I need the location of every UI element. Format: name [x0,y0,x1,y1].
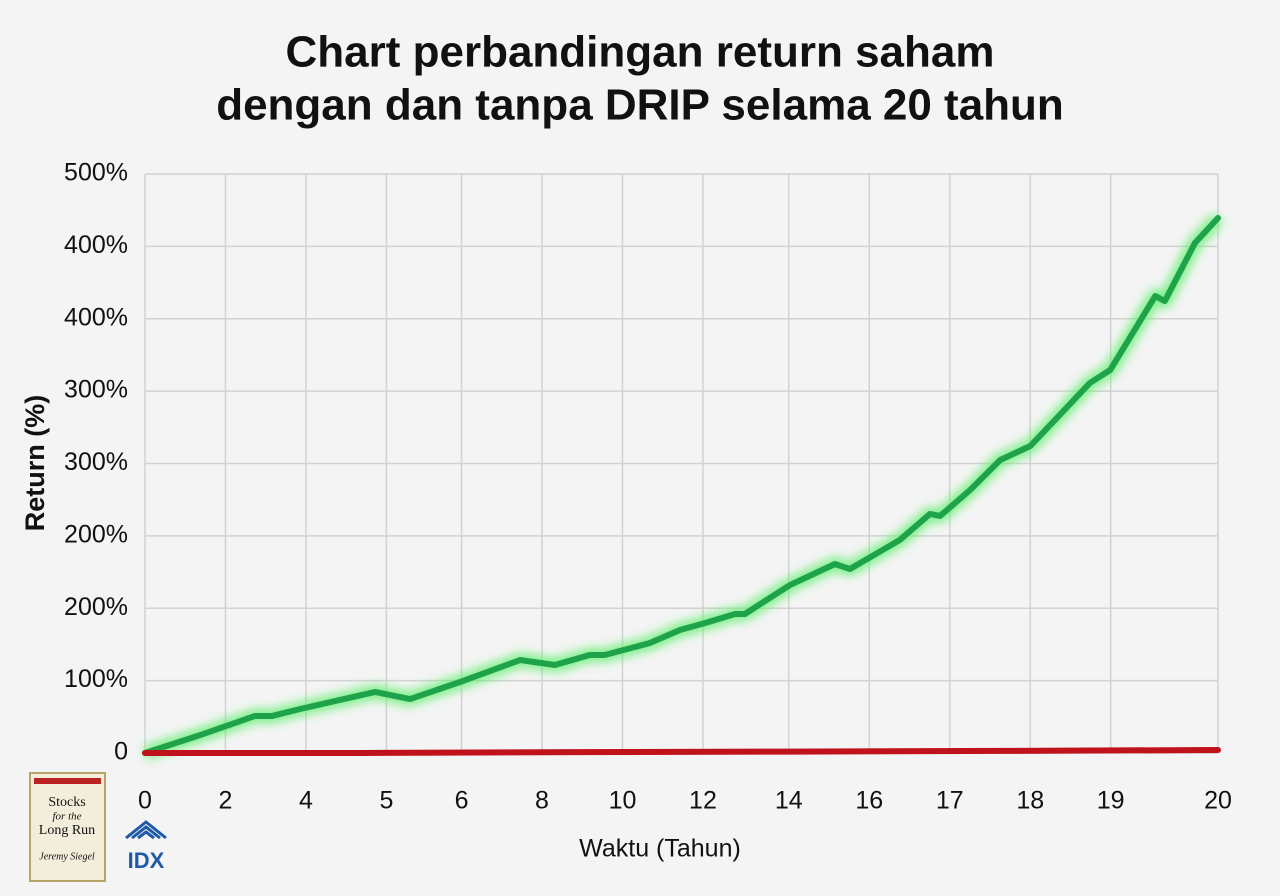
book-title: Stocks [48,795,85,810]
chart-title: dengan dan tanpa DRIP selama 20 tahun [216,81,1064,130]
line [142,215,1221,756]
x-tick-label: 4 [299,787,313,815]
x-tick-label: 17 [936,787,964,815]
y-tick-label: 300% [64,448,128,476]
y-tick-label: 500% [64,159,128,187]
book-cover: Stocks for the Long Run Jeremy Siegel [29,772,106,882]
x-tick-label: 10 [609,787,637,815]
x-tick-label: 16 [855,787,883,815]
logo-text: IDX [128,848,165,873]
x-tick-label: 12 [689,787,717,815]
book-band [34,778,101,784]
y-tick-label: 0 [114,738,128,766]
x-tick-label: 19 [1097,787,1125,815]
x-tick-label: 8 [535,787,549,815]
plot-area: 0 100% 200% 200% 300% 300% 400% 400% 500% 0 2 4 5 6 8 1… [64,159,1232,815]
y-tick-label: 400% [64,231,128,259]
logo-icon [125,820,167,840]
x-tick-label: 5 [379,787,393,815]
x-axis-label: Waktu (Tahun) [579,835,741,863]
book-title: Long Run [39,823,95,838]
x-tick-label: 18 [1016,787,1044,815]
y-axis-label: Return (%) [20,395,50,532]
x-tick-label: 20 [1204,787,1232,815]
y-tick-label: 200% [64,593,128,621]
y-tick-label: 400% [64,303,128,331]
y-tick-label: 200% [64,520,128,548]
x-tick-label: 14 [775,787,803,815]
idx-logo: IDX [125,820,167,873]
chart-title: Chart perbandingan return saham [285,28,994,77]
y-tick-label: 100% [64,665,128,693]
book-rect [29,772,106,882]
book-author: Jeremy Siegel [39,851,95,862]
line [142,746,1221,756]
x-tick-label: 2 [219,787,233,815]
book-title: for the [52,811,81,823]
y-tick-label: 300% [64,376,128,404]
x-tick-label: 6 [455,787,469,815]
x-tick-label: 0 [138,787,152,815]
